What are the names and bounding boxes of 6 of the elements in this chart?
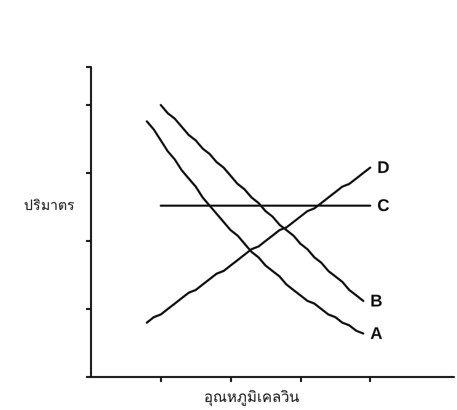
series-label: B: [370, 291, 383, 310]
x-axis-title: อุณหภูมิเคลวิน: [204, 388, 299, 407]
series-label: C: [377, 196, 390, 216]
y-axis-title: ปริมาตร: [24, 197, 75, 213]
series-label: D: [377, 158, 390, 178]
series-label: A: [370, 324, 383, 343]
